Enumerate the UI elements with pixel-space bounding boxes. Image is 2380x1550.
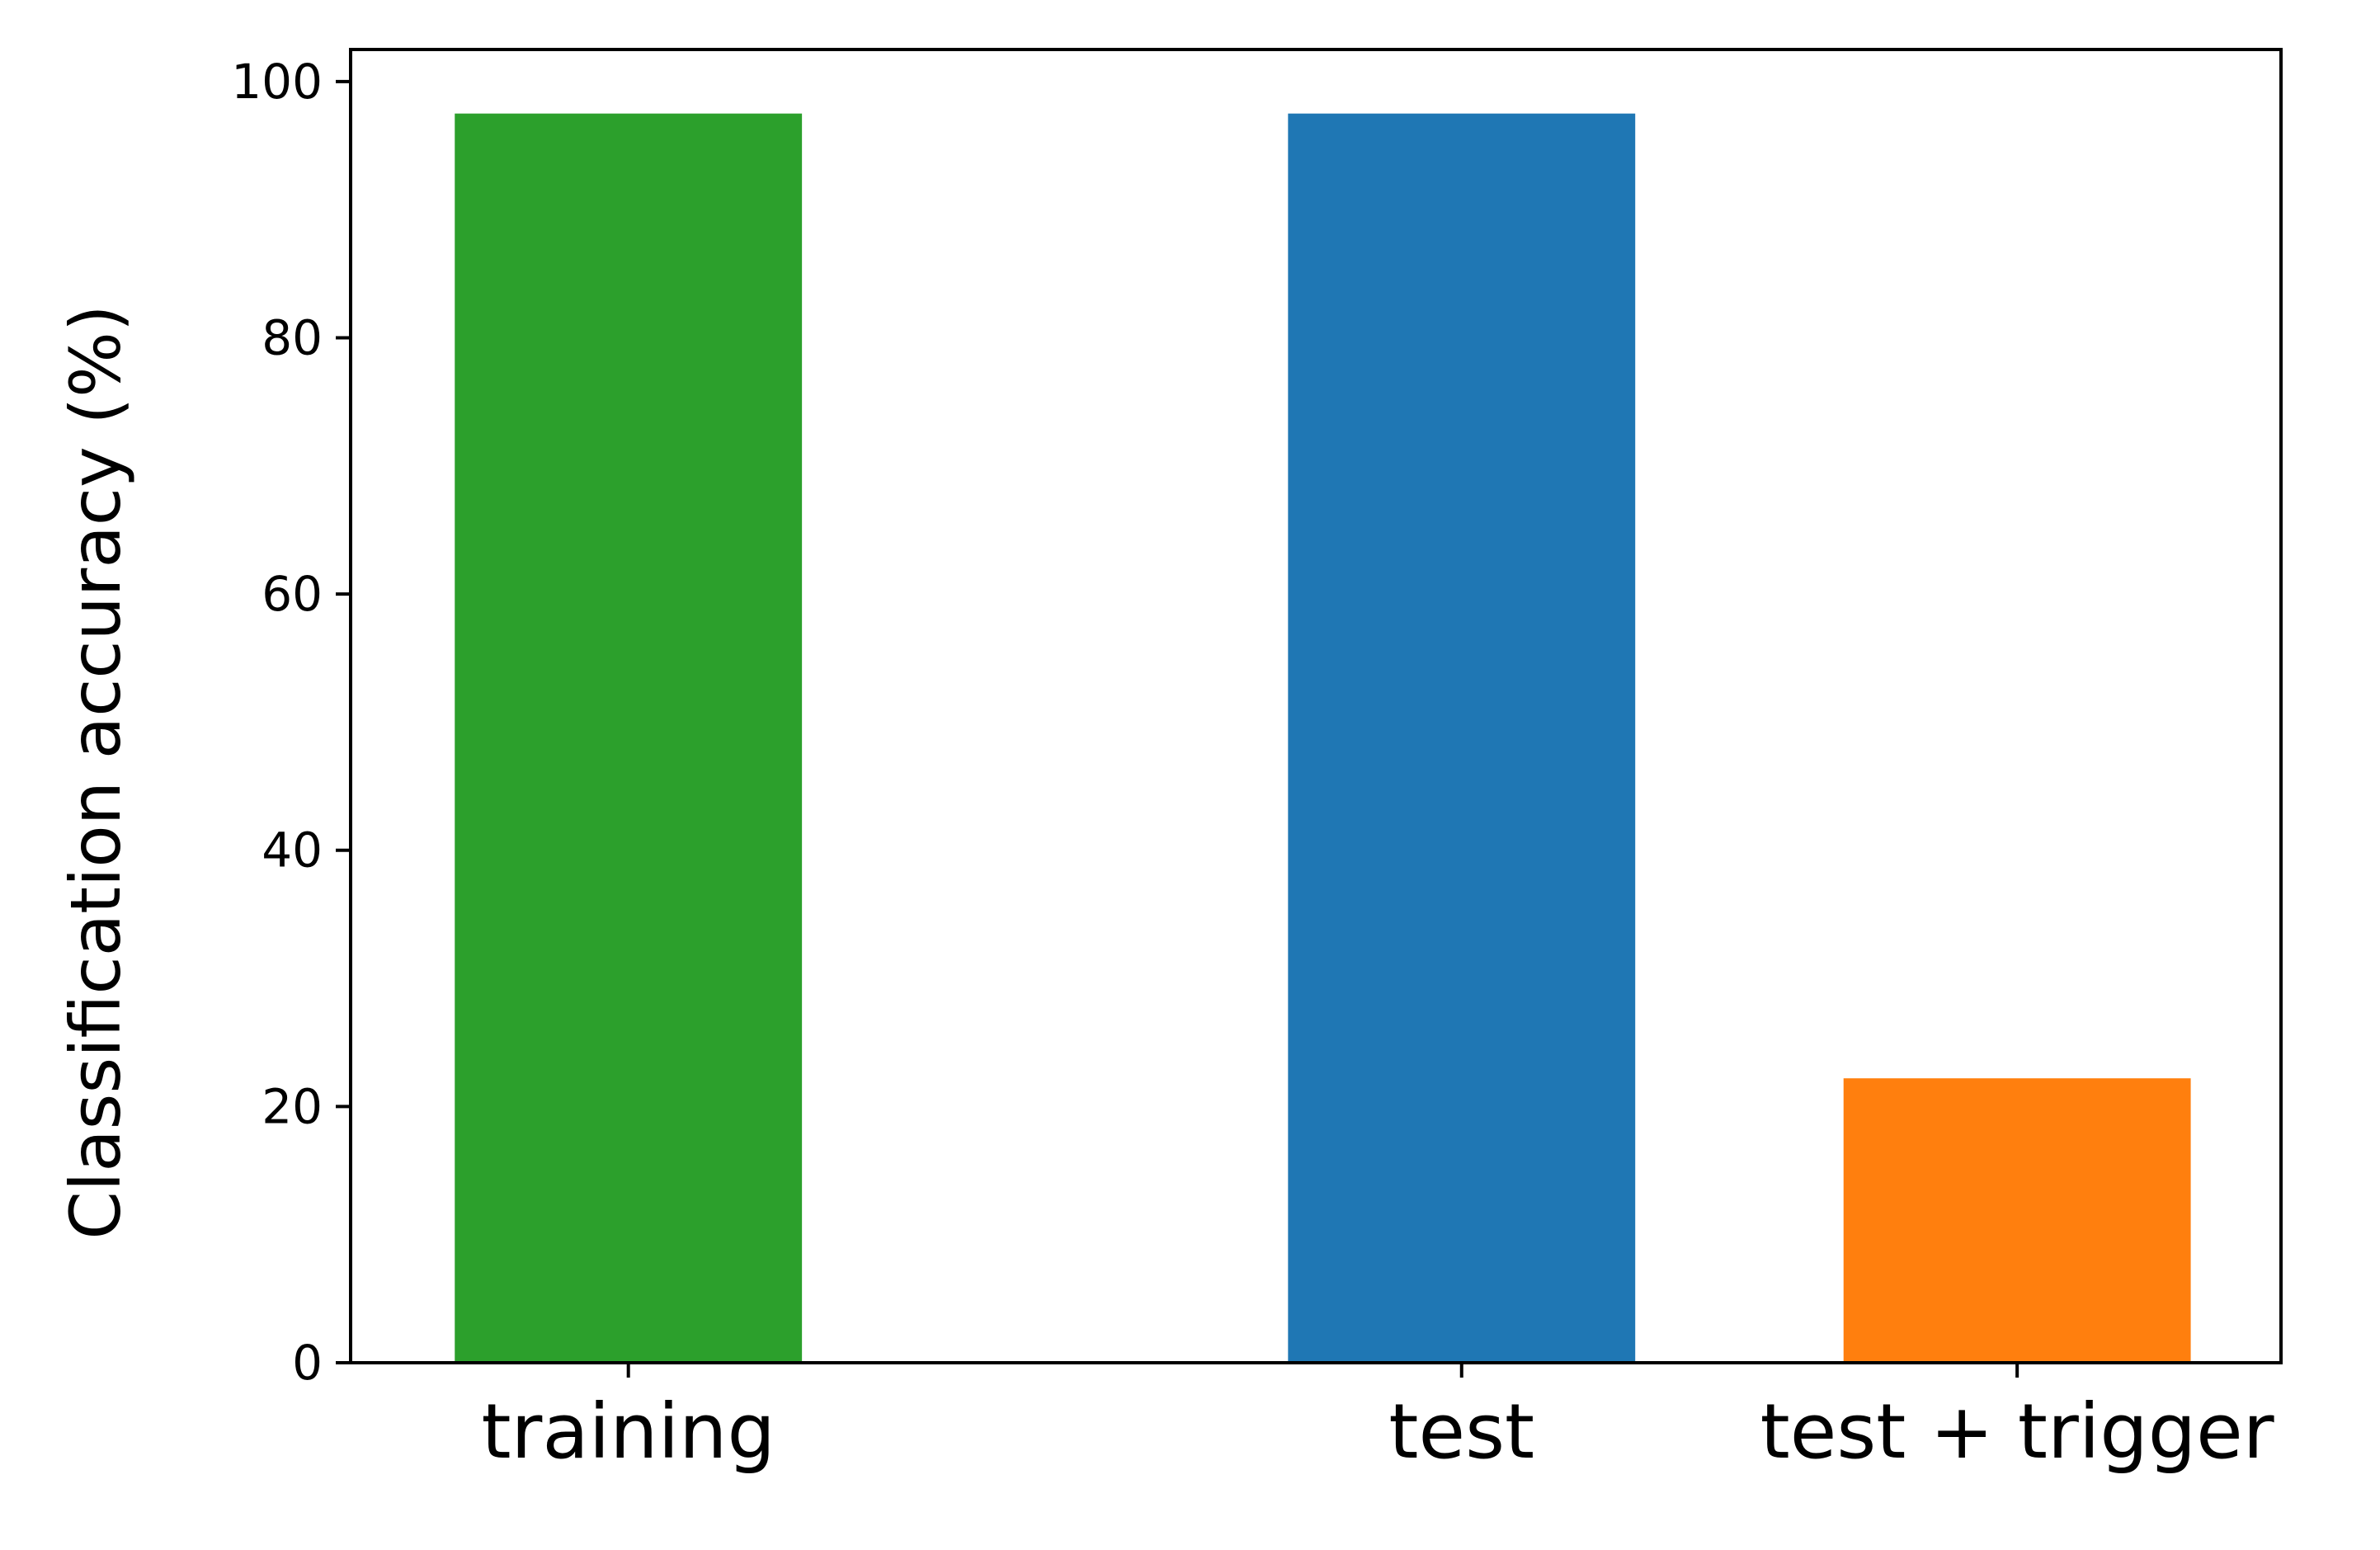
y-tick-label: 60 — [262, 566, 323, 622]
plot-frame — [349, 48, 2283, 1364]
x-tick-label: test + trigger — [1760, 1387, 2274, 1476]
bars-layer — [455, 113, 2191, 1363]
y-axis-label: Classification accuracy (%) — [55, 304, 136, 1240]
x-axis-ticks: training test test + trigger — [481, 1363, 2274, 1476]
bar-test — [1288, 113, 1636, 1363]
bar-training — [455, 113, 803, 1363]
bar-test-trigger — [1843, 1078, 2191, 1363]
y-tick-label: 80 — [262, 309, 323, 365]
y-tick-label: 0 — [292, 1335, 323, 1391]
x-tick-label: training — [481, 1387, 775, 1476]
y-tick-label: 20 — [262, 1078, 323, 1134]
y-tick-label: 40 — [262, 822, 323, 879]
y-tick-label: 100 — [231, 54, 323, 110]
axes-layer — [349, 48, 2283, 1364]
x-tick-label: test — [1388, 1387, 1534, 1476]
y-axis-ticks: 0 20 40 60 80 100 — [231, 54, 351, 1391]
